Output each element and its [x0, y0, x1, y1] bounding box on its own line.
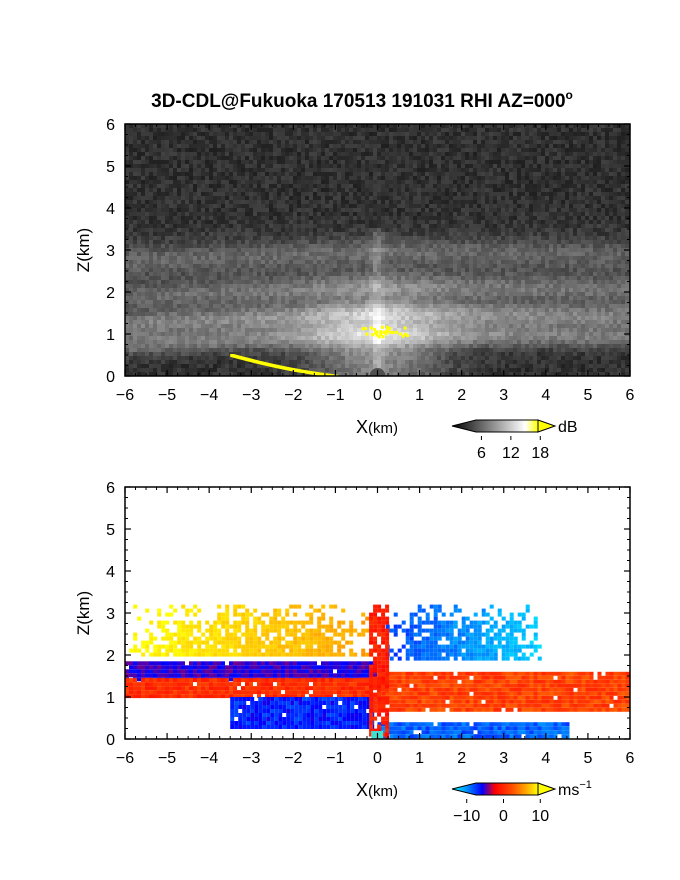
intensity-axis-ticks: −6 −5 −4 −3 −2 −1 0 1 2 3 4 5 6 0 1 2 3 4 5 6 [106, 117, 634, 404]
x-tick-label: −2 [284, 750, 302, 767]
saturated-mark [385, 325, 389, 329]
saturated-mark [381, 335, 385, 339]
y-tick-label: 6 [106, 480, 115, 497]
saturated-mark [365, 332, 369, 336]
saturated-mark [384, 332, 388, 336]
saturated-mark [375, 333, 379, 337]
x-tick-label: 3 [499, 387, 508, 404]
velocity-colorbar: ms−1 −10 0 10 [451, 779, 592, 825]
intensity-x-axis-label: X(km) [356, 417, 398, 437]
x-tick-label: −1 [326, 750, 344, 767]
y-tick-label: 1 [106, 327, 115, 344]
x-tick-label: 4 [541, 387, 550, 404]
x-tick-label: 2 [457, 387, 466, 404]
saturated-mark [388, 330, 392, 334]
y-tick-label: 0 [106, 369, 115, 386]
x-tick-label: −3 [242, 387, 260, 404]
colorbar-tick-label: 0 [499, 808, 508, 825]
velocity-x-axis-label: X(km) [356, 780, 398, 800]
x-tick-label: 4 [541, 750, 550, 767]
x-tick-label: −6 [116, 387, 134, 404]
intensity-colorbar-unit: dB [558, 419, 578, 436]
chart-title: 3D-CDL@Fukuoka 170513 191031 RHI AZ=000o [151, 88, 573, 112]
saturated-mark [379, 330, 383, 334]
x-tick-label: −5 [158, 387, 176, 404]
saturated-mark [391, 331, 395, 335]
saturated-mark [395, 330, 399, 334]
saturated-mark [377, 335, 381, 339]
saturated-mark [361, 327, 365, 331]
y-tick-label: 5 [106, 159, 115, 176]
x-tick-label: 2 [457, 750, 466, 767]
saturated-mark [371, 333, 375, 337]
colorbar-tick-label: 10 [531, 808, 549, 825]
saturated-mark [373, 328, 377, 332]
x-tick-label: 6 [626, 750, 635, 767]
saturated-mark [379, 332, 383, 336]
x-tick-label: −5 [158, 750, 176, 767]
colorbar-tick-label: −10 [453, 808, 480, 825]
x-tick-label: 5 [583, 387, 592, 404]
y-tick-label: 6 [106, 117, 115, 134]
saturated-mark [364, 327, 368, 331]
intensity-colorbar: dB 6 12 18 [451, 419, 578, 462]
saturated-mark [401, 334, 405, 338]
x-tick-label: 3 [499, 750, 508, 767]
y-tick-label: 2 [106, 648, 115, 665]
saturated-mark [375, 330, 379, 334]
x-tick-label: −2 [284, 387, 302, 404]
colorbar-tick-label: 12 [502, 445, 520, 462]
saturated-mark [403, 332, 407, 336]
velocity-colorbar-unit: ms−1 [558, 779, 592, 799]
colorbar-tick-label: 6 [477, 445, 486, 462]
saturated-mark [384, 329, 388, 333]
x-tick-label: −4 [200, 750, 218, 767]
y-tick-label: 5 [106, 522, 115, 539]
x-tick-label: 0 [373, 750, 382, 767]
colorbar-tick-label: 18 [531, 445, 549, 462]
y-tick-label: 3 [106, 606, 115, 623]
y-tick-label: 3 [106, 243, 115, 260]
saturated-mark [382, 330, 386, 334]
x-tick-label: 1 [415, 750, 424, 767]
x-tick-label: 5 [583, 750, 592, 767]
saturated-mark [405, 334, 409, 338]
intensity-y-axis-label: Z(km) [74, 228, 93, 272]
x-tick-label: −1 [326, 387, 344, 404]
y-tick-label: 2 [106, 285, 115, 302]
y-tick-label: 0 [106, 732, 115, 749]
x-tick-label: −6 [116, 750, 134, 767]
x-tick-label: 0 [373, 387, 382, 404]
x-tick-label: −4 [200, 387, 218, 404]
velocity-y-axis-label: Z(km) [74, 591, 93, 635]
saturated-mark [380, 325, 384, 329]
velocity-axis-ticks: −6 −5 −4 −3 −2 −1 0 1 2 3 4 5 6 0 1 2 3 4 5 6 [106, 480, 634, 767]
x-tick-label: −3 [242, 750, 260, 767]
y-tick-label: 4 [106, 201, 115, 218]
x-tick-label: 1 [415, 387, 424, 404]
y-tick-label: 1 [106, 690, 115, 707]
saturated-mark [388, 327, 392, 331]
saturated-mark [369, 326, 373, 330]
saturated-mark [403, 326, 407, 330]
x-tick-label: 6 [626, 387, 635, 404]
intensity-map [125, 124, 630, 376]
saturated-mark [399, 332, 403, 336]
y-tick-label: 4 [106, 564, 115, 581]
velocity-map [125, 604, 630, 739]
